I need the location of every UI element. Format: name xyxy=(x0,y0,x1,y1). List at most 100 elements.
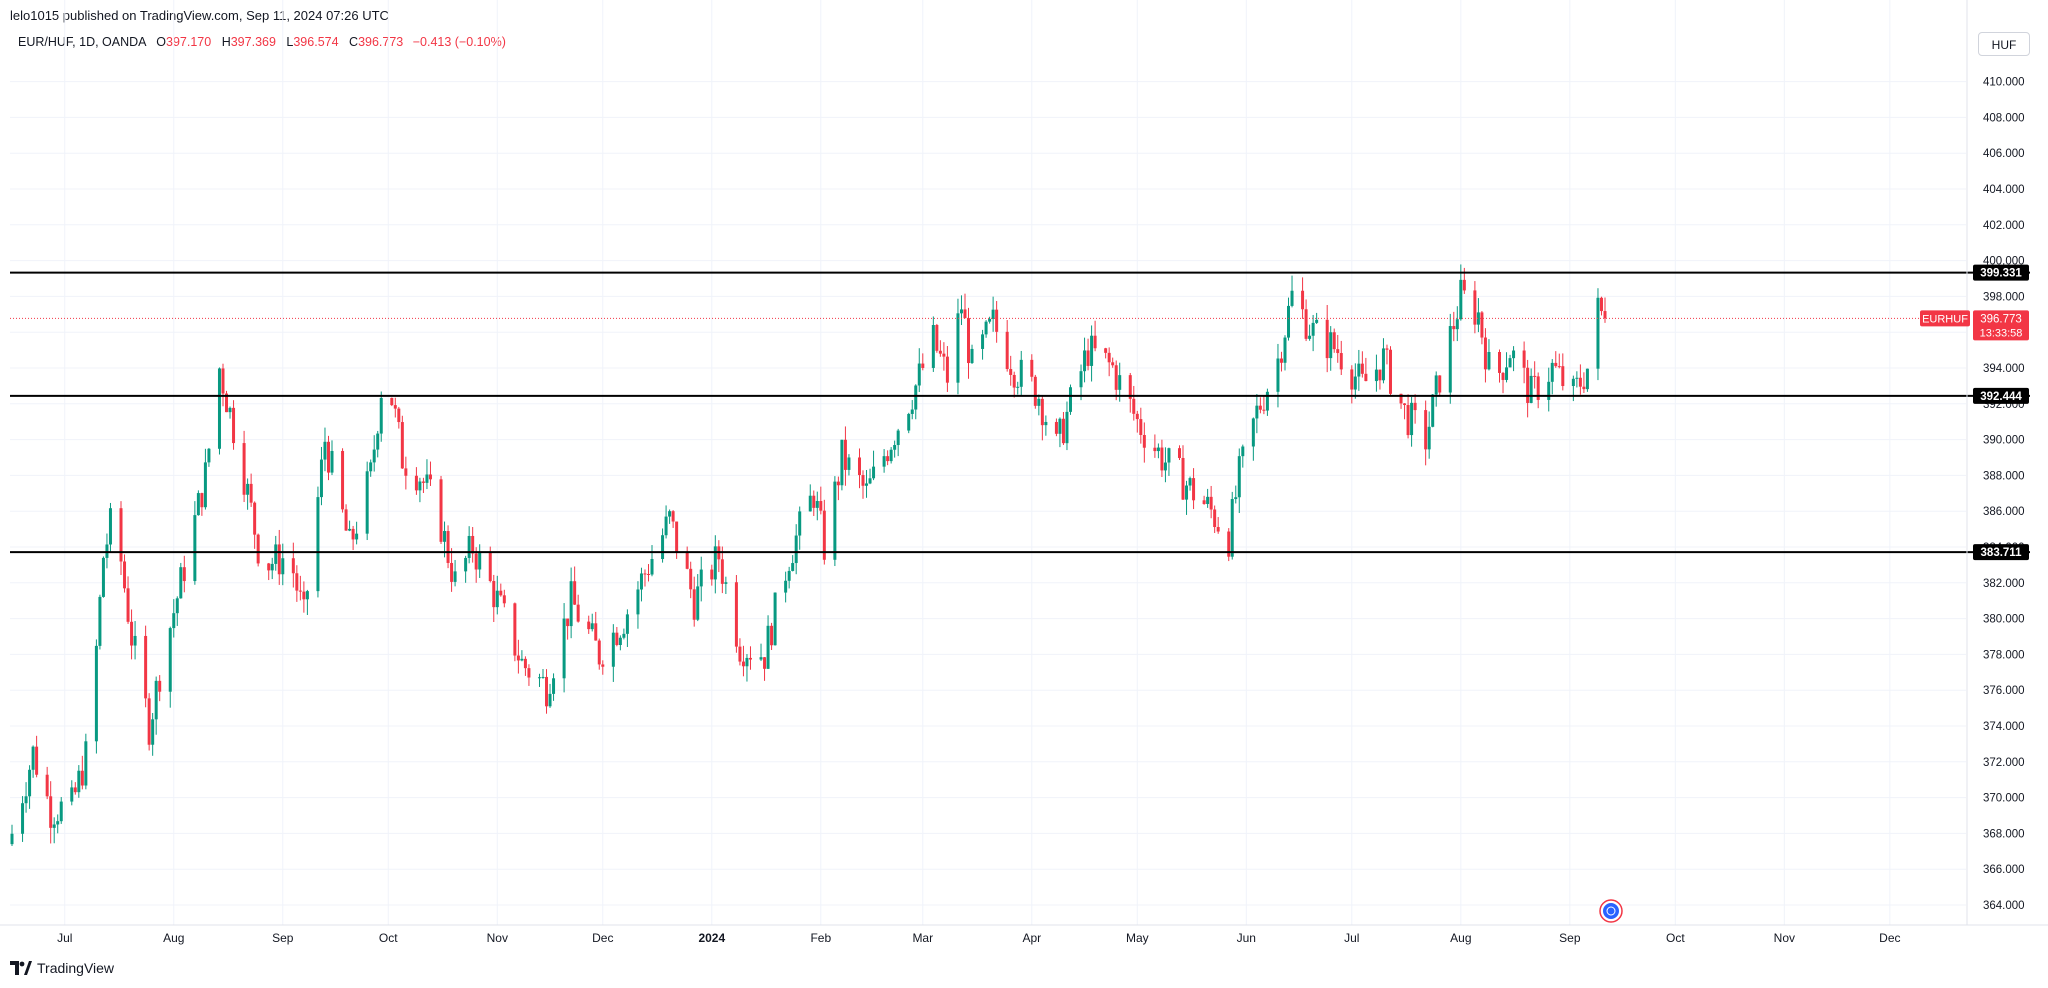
symbol-legend: EUR/HUF, 1D, OANDA O397.170 H397.369 L39… xyxy=(18,35,506,49)
candle-body xyxy=(573,581,577,605)
candle-body xyxy=(1483,337,1487,370)
candle-body xyxy=(1455,319,1459,330)
candle-body xyxy=(1385,348,1389,350)
low-value: 396.574 xyxy=(293,35,339,49)
currency-button[interactable]: HUF xyxy=(1978,32,2030,56)
candle-body xyxy=(1037,398,1041,406)
candle-body xyxy=(369,462,373,472)
candle-body xyxy=(1329,332,1333,359)
price-axis[interactable]: 410.000408.000406.000404.000402.000400.0… xyxy=(1966,0,2025,925)
candle-body xyxy=(692,589,696,620)
candle-body xyxy=(1202,500,1206,505)
open-label: O xyxy=(156,35,167,49)
candle-body xyxy=(1234,497,1238,500)
candle-body xyxy=(868,478,872,484)
candle-body xyxy=(1156,447,1160,452)
candle-body xyxy=(133,635,137,646)
candle-body xyxy=(1216,527,1220,532)
candle-body xyxy=(1083,350,1087,372)
candle-body xyxy=(872,466,876,479)
tradingview-logo[interactable]: TradingView xyxy=(10,960,114,976)
candle-body xyxy=(1019,359,1023,387)
candle-body xyxy=(1188,478,1192,486)
candle-body xyxy=(1533,375,1537,377)
candle-body xyxy=(1603,311,1607,319)
candle-body xyxy=(365,471,369,534)
candle-body xyxy=(794,535,798,564)
candle-body xyxy=(921,363,925,368)
horizontal-line-label: 392.444 xyxy=(1980,391,2022,403)
candle-body xyxy=(379,397,383,434)
candle-body xyxy=(147,698,151,745)
candle-body xyxy=(661,535,665,559)
candle-body xyxy=(643,573,647,575)
bar-countdown-label: 13:33:58 xyxy=(1980,327,2023,339)
candle-body xyxy=(77,770,81,793)
candle-body xyxy=(545,676,549,707)
candle-body xyxy=(344,509,348,531)
price-tick-label: 376.000 xyxy=(1983,685,2025,697)
candle-body xyxy=(1413,402,1417,411)
candle-body xyxy=(893,445,897,450)
candle-body xyxy=(1575,377,1579,379)
low-label: L xyxy=(286,35,294,49)
candle-body xyxy=(959,309,963,314)
candle-body xyxy=(1262,409,1266,411)
candle-body xyxy=(474,553,478,570)
symbol-title[interactable]: EUR/HUF, 1D, OANDA xyxy=(18,35,146,49)
candle-body xyxy=(225,393,229,413)
candle-body xyxy=(576,604,580,622)
candle-body xyxy=(1290,290,1294,306)
candle-body xyxy=(1009,369,1013,375)
candle-body xyxy=(101,557,105,597)
candle-body xyxy=(857,457,861,476)
close-label: C xyxy=(349,35,359,49)
candle-body xyxy=(710,569,714,580)
candle-body xyxy=(499,590,503,596)
candle-body xyxy=(738,646,742,662)
time-axis[interactable]: Jul Aug Sep Oct Nov Dec 2024 Feb Mar Apr May Jun Jul… xyxy=(0,924,2048,945)
candle-body xyxy=(274,544,278,564)
candle-body xyxy=(523,658,527,669)
candle-body xyxy=(242,443,246,495)
candle-body xyxy=(636,589,640,615)
candle-body xyxy=(1522,350,1526,368)
candle-body xyxy=(1054,421,1058,434)
candle-body xyxy=(886,456,890,462)
candle-body xyxy=(770,625,774,646)
candle-body xyxy=(73,787,77,793)
high-value: 397.369 xyxy=(230,35,276,49)
horizontal-line-label-bg xyxy=(1973,544,2029,561)
candle-body xyxy=(1357,363,1361,377)
candle-body xyxy=(935,325,939,351)
horizontal-lines[interactable] xyxy=(10,271,2030,554)
candle-body xyxy=(351,528,355,540)
candle-body xyxy=(439,479,443,542)
candle-body xyxy=(390,397,394,406)
event-marker-icon[interactable] xyxy=(1599,899,1623,923)
candle-body xyxy=(967,318,971,364)
time-tick-label: Jul xyxy=(1344,931,1359,945)
candle-body xyxy=(1241,446,1245,457)
candle-body xyxy=(896,430,900,446)
candle-body xyxy=(1388,349,1392,394)
candle-body xyxy=(675,521,679,552)
event-marker-glyph xyxy=(1606,906,1616,916)
candle-body xyxy=(1378,369,1382,381)
candle-body xyxy=(625,614,629,634)
candle-body xyxy=(597,640,601,665)
candle-body xyxy=(376,433,380,450)
candle-body xyxy=(991,309,995,319)
candle-body xyxy=(1399,393,1403,404)
candle-body xyxy=(861,475,865,486)
candle-body xyxy=(1325,319,1329,359)
candle-body xyxy=(766,625,770,669)
candle-body xyxy=(94,645,98,742)
price-tick-label: 398.000 xyxy=(1983,291,2025,303)
time-tick-label: Oct xyxy=(379,931,398,945)
candle-body xyxy=(548,693,552,707)
time-tick-label: Jul xyxy=(57,931,72,945)
candle-body xyxy=(1462,279,1466,291)
last-price-label: 396.773 xyxy=(1980,313,2022,325)
